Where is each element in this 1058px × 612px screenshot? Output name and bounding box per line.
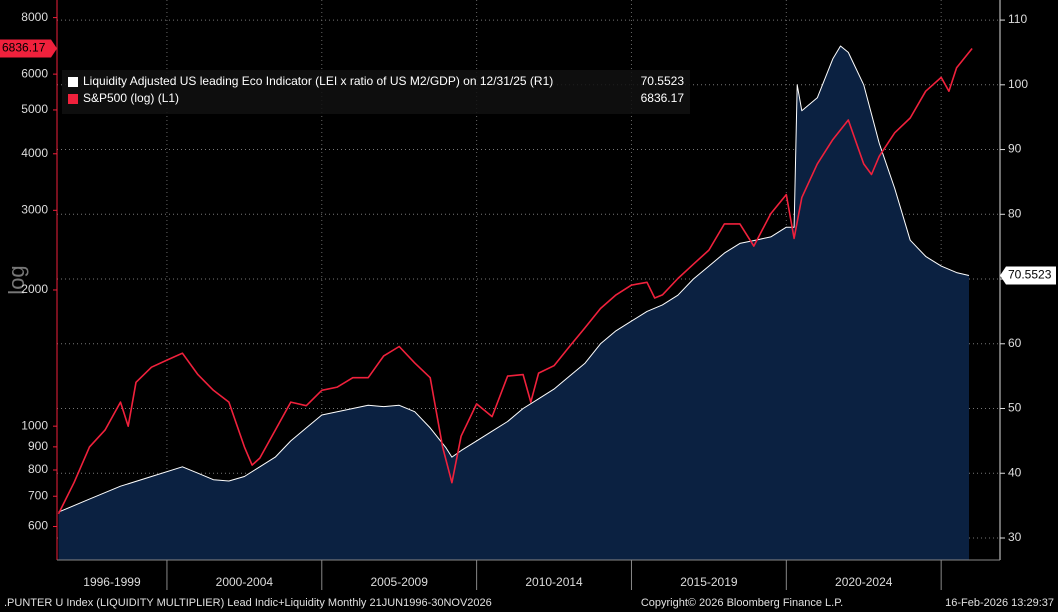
y2-tick-label: 30 [1008, 530, 1022, 544]
x-period-label: 2010-2014 [525, 575, 583, 589]
y-tick-label: 1000 [21, 418, 48, 432]
x-period-label: 1996-1999 [83, 575, 141, 589]
x-period-label: 2000-2004 [216, 575, 274, 589]
footer-right: 16-Feb-2026 13:29:37 [945, 597, 1054, 609]
legend-label: S&P500 (log) (L1) [83, 91, 179, 105]
y2-tick-label: 100 [1008, 77, 1028, 91]
legend-value: 6836.17 [641, 91, 685, 105]
y-tick-label: 800 [28, 462, 48, 476]
y-tick-label: 4000 [21, 146, 48, 160]
last-value-label: 70.5523 [1008, 268, 1052, 282]
y2-tick-label: 50 [1008, 401, 1022, 415]
y2-tick-label: 80 [1008, 206, 1022, 220]
legend-swatch [68, 77, 78, 87]
y2-tick-label: 60 [1008, 336, 1022, 350]
legend-label: Liquidity Adjusted US leading Eco Indica… [83, 74, 553, 88]
area [58, 46, 970, 560]
last-value-tag [0, 39, 57, 58]
y-tick-label: 600 [28, 519, 48, 533]
y2-tick-label: 110 [1008, 12, 1027, 26]
x-period-label: 2020-2024 [835, 575, 893, 589]
legend-value: 70.5523 [641, 74, 685, 88]
last-value-tag [1000, 266, 1056, 285]
y-tick-label: 6000 [21, 66, 48, 80]
legend: Liquidity Adjusted US leading Eco Indica… [62, 70, 690, 114]
y-tick-label: 900 [28, 439, 48, 453]
x-period-label: 2005-2009 [371, 575, 429, 589]
y-tick-label: 700 [28, 488, 48, 502]
last-value-label: 6836.17 [2, 41, 46, 55]
footer-center: Copyright© 2026 Bloomberg Finance L.P. [641, 597, 843, 609]
y-tick-label: 3000 [21, 202, 48, 216]
y2-tick-label: 90 [1008, 142, 1022, 156]
x-period-label: 2015-2019 [680, 575, 738, 589]
y-tick-label: 5000 [21, 102, 48, 116]
footer-left: .PUNTER U Index (LIQUIDITY MULTIPLIER) L… [4, 597, 492, 609]
y-axis-label: log [4, 265, 29, 294]
y-tick-label: 8000 [21, 10, 48, 24]
y2-tick-label: 40 [1008, 465, 1022, 479]
legend-swatch [68, 94, 78, 104]
area-line [58, 45, 970, 513]
y-tick-label: 2000 [21, 282, 48, 296]
line [57, 47, 973, 515]
legend-box [62, 70, 690, 114]
